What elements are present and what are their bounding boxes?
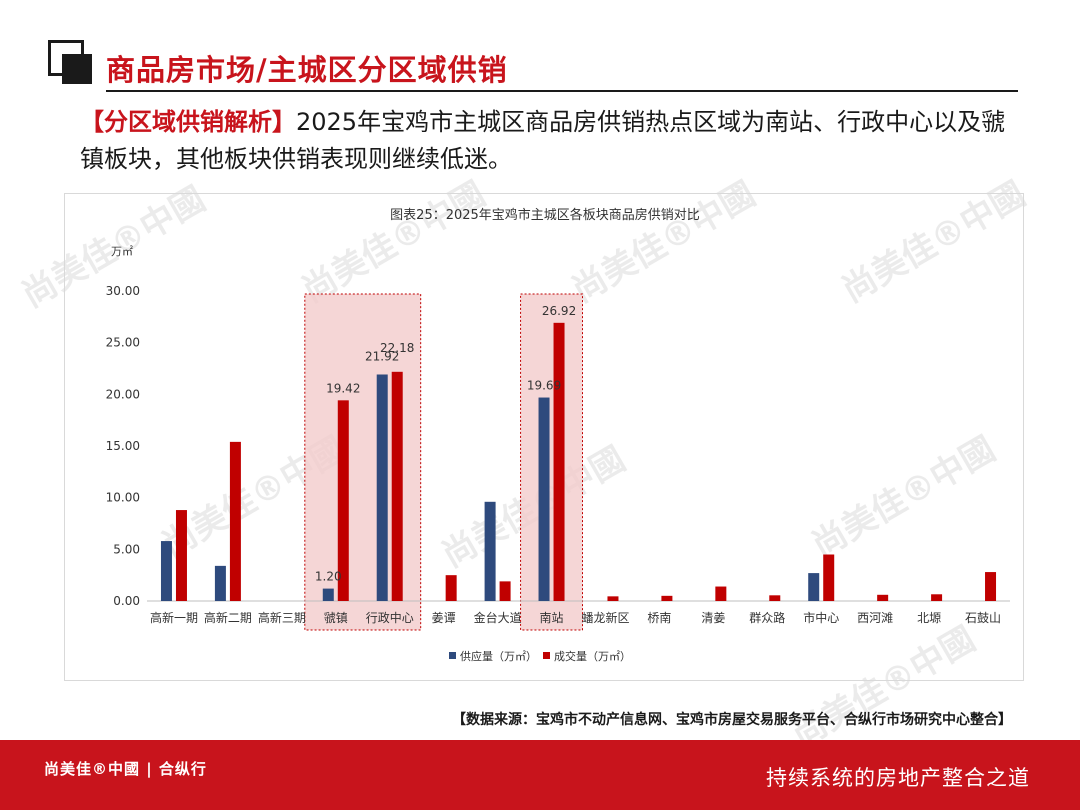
intro-tag: 【分区域供销解析】: [80, 108, 296, 136]
bar-sales: [661, 595, 673, 601]
bar-sales: [391, 371, 403, 601]
data-label: 22.18: [380, 341, 414, 355]
bar-sales: [499, 581, 511, 601]
chart-title: 图表25：2025年宝鸡市主城区各板块商品房供销对比: [390, 207, 700, 223]
bar-sales: [445, 575, 457, 601]
x-tick-label: 市中心: [803, 610, 839, 625]
data-label: 19.42: [326, 381, 360, 395]
bar-sales: [337, 400, 349, 601]
legend-swatch: [449, 652, 456, 659]
y-tick-label: 10.00: [106, 491, 140, 505]
legend-label: 供应量（万㎡）: [460, 649, 537, 663]
x-tick-label: 石鼓山: [965, 611, 1001, 625]
x-tick-label: 西河滩: [857, 611, 893, 625]
y-tick-label: 15.00: [106, 439, 140, 453]
bar-sales: [553, 322, 565, 601]
y-tick-label: 25.00: [106, 336, 140, 350]
y-unit-label: 万㎡: [111, 245, 133, 258]
x-tick-label: 行政中心: [366, 610, 414, 625]
x-tick-label: 南站: [540, 610, 564, 625]
bar-sales: [175, 510, 187, 601]
x-tick-label: 北塬: [917, 611, 941, 625]
bar-supply: [538, 397, 550, 601]
bar-sales: [769, 595, 781, 601]
x-tick-label: 金台大道: [474, 610, 522, 625]
x-tick-label: 蟠龙新区: [581, 610, 629, 625]
legend-swatch: [543, 652, 550, 659]
y-tick-label: 5.00: [113, 542, 140, 556]
x-tick-label: 桥南: [647, 610, 671, 625]
bar-supply: [214, 565, 226, 601]
bar-sales: [715, 586, 727, 601]
highlight-box: [520, 293, 583, 631]
x-tick-label: 群众路: [749, 610, 785, 625]
y-tick-label: 0.00: [113, 594, 140, 608]
intro-text: 2025年宝鸡市主城区商品房供销热点区域为南站、行政中心以及虢镇板块，其他板块供…: [80, 108, 1006, 173]
bar-sales: [607, 596, 619, 601]
data-label: 21.92: [365, 349, 399, 363]
footer-logo-text: 尚美佳®中國 | 合纵行: [44, 760, 207, 778]
bar-supply: [376, 374, 388, 601]
data-label: 19.69: [527, 379, 561, 393]
bar-supply: [484, 501, 496, 601]
x-tick-label: 高新二期: [204, 610, 252, 625]
chart-container: 图表25：2025年宝鸡市主城区各板块商品房供销对比万㎡ 0.00 5.00 10.0…: [64, 193, 1024, 681]
x-tick-label: 姜谭: [432, 611, 456, 625]
title-divider: [106, 90, 1018, 92]
bar-sales: [823, 554, 835, 601]
bar-supply: [160, 541, 172, 601]
page-title: 商品房市场/主城区分区域供销: [106, 53, 508, 87]
legend-label: 成交量（万㎡）: [554, 649, 631, 663]
data-label: 1.20: [315, 570, 342, 584]
bar-sales: [931, 594, 943, 601]
bar-supply: [322, 588, 334, 601]
x-tick-label: 虢镇: [324, 611, 348, 625]
title-square-icon: [48, 40, 92, 84]
y-tick-label: 20.00: [106, 387, 140, 401]
x-tick-label: 高新三期: [258, 610, 306, 625]
x-tick-label: 清姜: [701, 611, 725, 625]
footer-bar: 尚美佳®中國 | 合纵行 持续系统的房地产整合之道: [0, 740, 1080, 810]
bar-sales: [229, 441, 241, 601]
data-source-note: 【数据来源：宝鸡市不动产信息网、宝鸡市房屋交易服务平台、合纵行市场研究中心整合】: [452, 712, 1012, 728]
intro-paragraph: 【分区域供销解析】2025年宝鸡市主城区商品房供销热点区域为南站、行政中心以及虢…: [80, 104, 1010, 178]
footer-logo: 尚美佳®中國 | 合纵行: [44, 758, 207, 779]
y-tick-label: 30.00: [106, 284, 140, 298]
footer-slogan: 持续系统的房地产整合之道: [766, 766, 1030, 790]
data-label: 26.92: [542, 304, 576, 318]
bar-sales: [877, 594, 889, 601]
x-tick-label: 高新一期: [150, 610, 198, 625]
bar-supply: [808, 573, 820, 601]
bar-sales: [985, 572, 997, 601]
